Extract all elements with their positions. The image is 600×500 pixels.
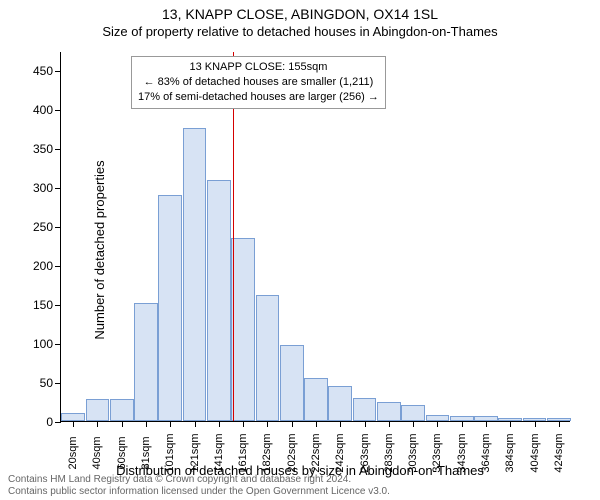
x-tick [146,421,147,427]
y-tick-label: 0 [46,415,53,429]
annotation-line: 17% of semi-detached houses are larger (… [138,90,379,105]
annotation-box: 13 KNAPP CLOSE: 155sqm← 83% of detached … [131,56,386,109]
x-tick [170,421,171,427]
bar [377,402,401,421]
y-tick [55,110,61,111]
y-tick [55,227,61,228]
bar [280,345,304,421]
bar [207,180,231,421]
x-tick [535,421,536,427]
y-tick-label: 150 [33,298,53,312]
y-tick-label: 100 [33,337,53,351]
x-tick [243,421,244,427]
footer-attribution: Contains HM Land Registry data © Crown c… [8,474,390,498]
annotation-line: 13 KNAPP CLOSE: 155sqm [138,60,379,75]
y-tick-label: 200 [33,259,53,273]
x-tick [122,421,123,427]
y-tick [55,149,61,150]
bar [401,405,425,421]
y-tick [55,266,61,267]
bar [328,386,352,421]
page-title: 13, KNAPP CLOSE, ABINGDON, OX14 1SL [0,0,600,22]
bar [353,398,377,421]
bar [86,399,110,421]
x-tick [219,421,220,427]
x-tick [73,421,74,427]
bar [256,295,280,421]
bar [61,413,85,421]
x-tick [316,421,317,427]
x-tick [292,421,293,427]
y-tick [55,422,61,423]
y-tick [55,344,61,345]
bar [183,128,207,421]
plot-area: 05010015020025030035040045020sqm40sqm60s… [60,52,570,422]
y-tick-label: 300 [33,181,53,195]
y-tick-label: 450 [33,64,53,78]
y-tick [55,383,61,384]
x-tick [365,421,366,427]
x-tick [559,421,560,427]
y-tick [55,71,61,72]
x-tick [510,421,511,427]
x-tick [462,421,463,427]
y-tick-label: 350 [33,142,53,156]
x-tick [195,421,196,427]
bar [231,238,255,421]
x-tick [97,421,98,427]
y-tick-label: 400 [33,103,53,117]
annotation-line: ← 83% of detached houses are smaller (1,… [138,75,379,90]
chart-area: 05010015020025030035040045020sqm40sqm60s… [60,52,570,422]
y-tick [55,305,61,306]
footer-line1: Contains HM Land Registry data © Crown c… [8,474,390,486]
footer-line2: Contains public sector information licen… [8,486,390,498]
y-tick [55,188,61,189]
bar [110,399,134,421]
y-tick-label: 250 [33,220,53,234]
x-tick [389,421,390,427]
page-subtitle: Size of property relative to detached ho… [0,22,600,39]
x-tick [340,421,341,427]
x-tick [437,421,438,427]
x-tick [267,421,268,427]
bar [134,303,158,421]
x-tick [486,421,487,427]
y-tick-label: 50 [40,376,53,390]
bar [158,195,182,421]
bar [304,378,328,421]
x-tick [413,421,414,427]
